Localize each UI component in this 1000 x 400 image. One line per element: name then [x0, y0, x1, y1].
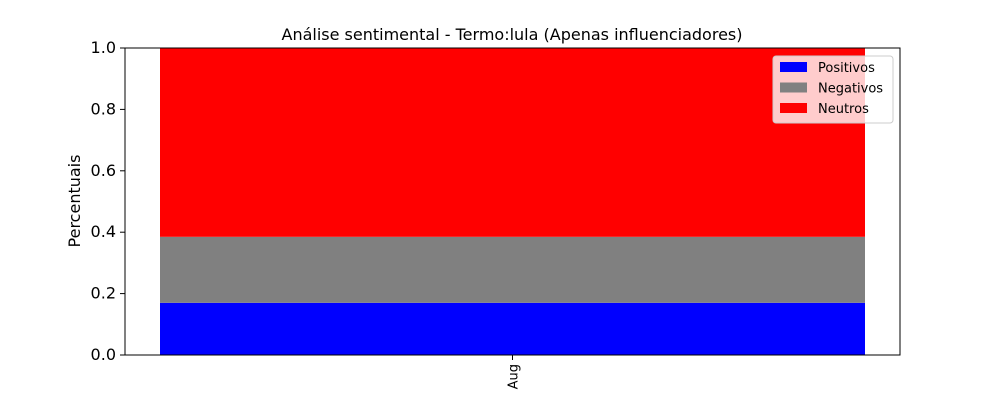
y-tick-label: 1.0 [91, 38, 116, 57]
y-tick-label: 0.2 [91, 284, 116, 303]
bar-positivos-aug [160, 302, 865, 355]
x-tick-label: Aug [507, 364, 522, 389]
x-axis: Aug [507, 355, 522, 389]
y-axis: 0.0 0.2 0.4 0.6 0.8 1.0 [91, 38, 125, 364]
legend-label-negativos: Negativos [818, 82, 883, 97]
y-tick-label: 0.8 [91, 99, 116, 118]
y-tick-label: 0.0 [91, 345, 116, 364]
legend-label-positivos: Positivos [818, 61, 875, 76]
legend-swatch-negativos [780, 82, 807, 93]
legend-swatch-positivos [780, 62, 807, 72]
y-tick-label: 0.4 [91, 222, 116, 241]
legend-label-neutros: Neutros [818, 102, 869, 117]
chart-title: Análise sentimental - Termo:lula (Apenas… [282, 25, 743, 44]
bar-neutros-aug [160, 48, 865, 237]
y-tick-label: 0.6 [91, 161, 116, 180]
legend: Positivos Negativos Neutros [772, 55, 894, 124]
legend-swatch-neutros [780, 103, 807, 113]
y-axis-label: Percentuais [65, 155, 84, 248]
bars-group [160, 48, 865, 355]
bar-negativos-aug [160, 236, 865, 303]
